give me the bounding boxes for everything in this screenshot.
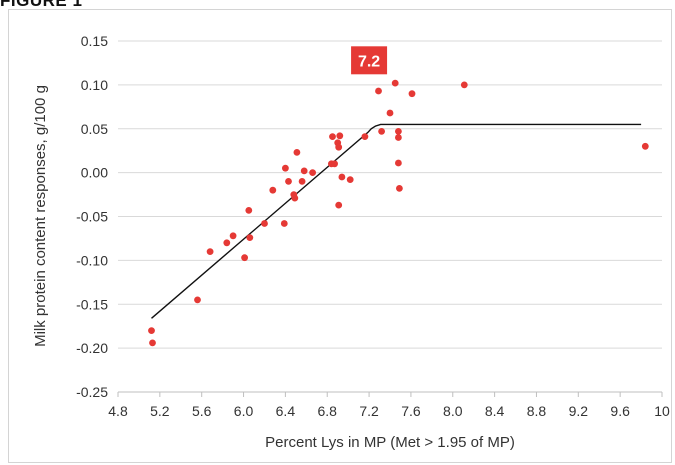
axes: -0.25 -0.20 -0.15 -0.10 -0.05 0.00 0.05 0.10 0.1…: [76, 33, 670, 419]
grid-lines: [118, 40, 662, 349]
y-tick-label: -0.25: [76, 384, 108, 400]
annotation-label: 7.2: [358, 53, 380, 70]
data-point: [245, 207, 253, 214]
data-point: [223, 239, 231, 247]
y-tick-label: 0.10: [81, 77, 108, 93]
data-point: [206, 248, 214, 256]
figure-label: FIGURE 1: [0, 0, 83, 10]
x-tick-label: 7.6: [401, 403, 421, 419]
fit-line-group: [151, 123, 642, 319]
x-tick-label: 5.6: [192, 403, 212, 419]
y-tick-label: -0.20: [76, 340, 108, 356]
x-tick-label: 8.8: [527, 403, 547, 419]
data-point: [229, 232, 237, 240]
x-tick-label: 6.0: [234, 403, 254, 419]
data-point: [293, 149, 301, 156]
x-tick-label: 7.2: [359, 403, 379, 419]
x-tick-label: 6.8: [317, 403, 337, 419]
x-tick-label: 10: [654, 403, 670, 419]
data-point: [338, 173, 346, 181]
data-point: [361, 133, 369, 141]
data-point: [336, 132, 344, 140]
x-tick-label: 9.6: [610, 403, 630, 419]
y-tick-label: 0.15: [81, 33, 108, 49]
y-tick-label: -0.15: [76, 296, 108, 312]
fit-line: [151, 123, 642, 319]
data-point: [261, 220, 268, 227]
data-point: [335, 143, 343, 151]
data-point: [149, 339, 156, 347]
y-tick-label: -0.10: [76, 252, 108, 268]
data-point: [395, 159, 402, 167]
x-tick-label: 6.4: [276, 403, 296, 419]
data-point: [194, 296, 201, 304]
data-point: [391, 79, 399, 87]
data-point: [408, 90, 416, 98]
x-tick-label: 8.0: [443, 403, 463, 419]
data-point: [641, 142, 649, 150]
data-point: [396, 185, 403, 192]
data-point: [331, 160, 338, 168]
y-tick-label: 0.00: [81, 165, 108, 181]
chart-frame: [8, 9, 672, 463]
x-tick-label: 8.4: [485, 403, 505, 419]
data-point: [246, 234, 254, 242]
data-point: [298, 178, 306, 185]
data-point: [280, 220, 288, 227]
data-point: [291, 194, 299, 202]
data-point: [148, 327, 155, 334]
data-point: [378, 127, 385, 135]
annotation-group: 7.2: [351, 46, 388, 75]
data-point: [282, 164, 289, 172]
data-point: [285, 178, 292, 185]
x-tick-label: 4.8: [108, 403, 128, 419]
data-point: [395, 127, 402, 135]
data-point: [395, 134, 402, 141]
x-axis-title: Percent Lys in MP (Met > 1.95 of MP): [265, 434, 515, 451]
data-point: [346, 176, 354, 184]
data-points: [148, 79, 649, 347]
data-point: [329, 133, 336, 141]
data-point: [375, 87, 382, 95]
annotation-badge: [351, 46, 388, 75]
y-tick-label: 0.05: [81, 121, 108, 137]
data-point: [241, 254, 249, 262]
data-point: [335, 201, 343, 209]
x-tick-label: 9.2: [569, 403, 589, 419]
data-point: [269, 186, 277, 194]
y-axis-title: Milk protein content responses, g/100 g: [32, 85, 49, 347]
x-tick-label: 5.2: [150, 403, 170, 419]
data-point: [460, 81, 468, 89]
data-point: [309, 169, 316, 177]
data-point: [300, 167, 308, 175]
data-point: [386, 109, 394, 117]
y-tick-label: -0.05: [76, 209, 108, 225]
